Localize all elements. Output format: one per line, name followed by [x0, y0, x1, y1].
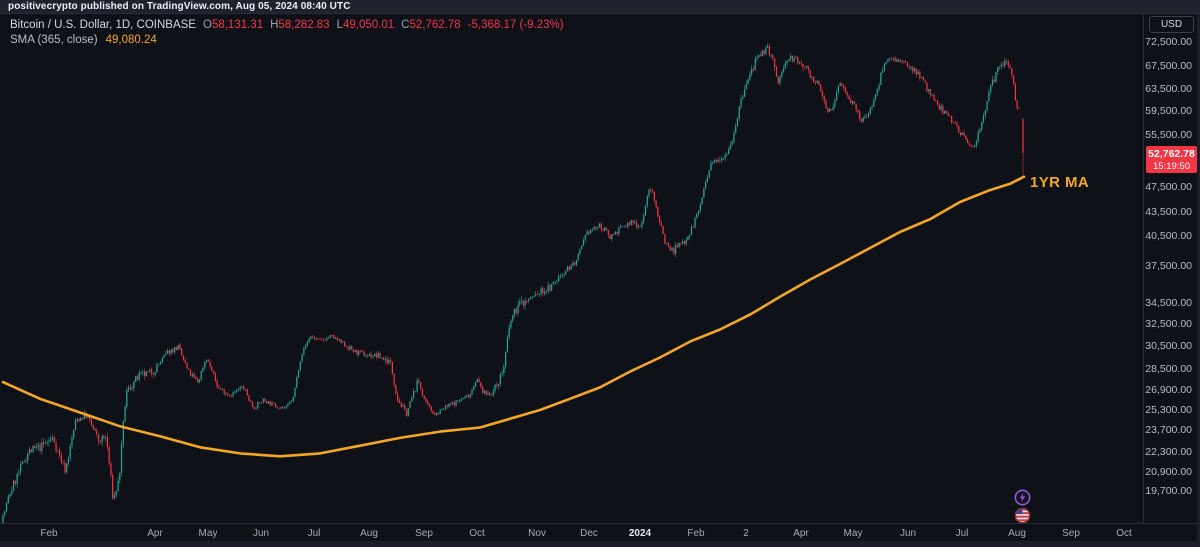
time-axis-label: Oct — [469, 528, 485, 539]
time-axis-label: Apr — [793, 528, 809, 539]
price-axis-label: 22,300.00 — [1145, 446, 1192, 458]
price-axis-label: 40,500.00 — [1145, 230, 1192, 242]
bar-countdown-timer: 15:19:50 — [1153, 161, 1190, 172]
time-axis-label: Aug — [360, 528, 378, 539]
time-axis-label: Dec — [580, 528, 598, 539]
price-axis-label: 30,500.00 — [1145, 340, 1192, 352]
time-axis-label: 2024 — [628, 528, 652, 539]
time-axis-label: Aug — [1008, 528, 1026, 539]
attribution-bar: positivecrypto published on TradingView.… — [0, 0, 1200, 14]
price-axis-label: 63,500.00 — [1145, 83, 1192, 95]
time-axis-label: Sep — [1062, 528, 1080, 539]
price-axis-label: 19,700.00 — [1145, 485, 1192, 497]
time-axis-label: Apr — [147, 528, 163, 539]
time-axis-label: Jul — [955, 528, 969, 539]
time-axis-label: 2 — [743, 528, 749, 539]
indicator-value: 49,080.24 — [105, 34, 157, 46]
ma-annotation-label: 1YR MA — [1030, 174, 1090, 191]
price-axis-label: 34,500.00 — [1145, 297, 1192, 309]
price-axis-label: 55,500.00 — [1145, 129, 1192, 141]
time-axis-label: Sep — [415, 528, 433, 539]
price-axis-label: 43,500.00 — [1145, 206, 1192, 218]
time-axis-label: Feb — [687, 528, 705, 539]
price-axis-label: 72,500.00 — [1145, 36, 1192, 48]
time-axis-label: Oct — [1116, 528, 1132, 539]
time-axis[interactable]: Feb Apr May Jun Jul Aug Sep Oct Nov Dec 2024 Feb 2 Ap… — [0, 523, 1197, 541]
price-axis-label: 47,500.00 — [1145, 181, 1192, 193]
attribution-text: positivecrypto published on TradingView.… — [8, 1, 351, 12]
price-axis[interactable]: USD 72,500.00 67,500.00 63,500.00 59,500.00… — [1143, 14, 1198, 524]
sma-365-line — [1, 175, 1026, 458]
change-value: -5,368.17 (-9.23%) — [467, 19, 564, 31]
symbol-legend-row[interactable]: Bitcoin / U.S. Dollar, 1D, COINBASE O58,1… — [10, 18, 564, 33]
indicator-legend-row[interactable]: SMA (365, close) 49,080.24 — [10, 33, 564, 48]
time-axis-label: Jun — [899, 528, 917, 539]
ohlc-values: O58,131.31 H58,282.83 L49,050.01 C52,762.78 — [202, 19, 461, 31]
time-axis-label: Feb — [40, 528, 58, 539]
last-price-value: 52,762.78 — [1148, 148, 1195, 160]
price-axis-label: 67,500.00 — [1145, 60, 1192, 72]
time-axis-label: May — [843, 528, 863, 539]
price-axis-label: 32,500.00 — [1145, 318, 1192, 330]
lightning-event-icon[interactable] — [1014, 489, 1031, 506]
last-price-label: 52,762.78 15:19:50 — [1146, 146, 1197, 173]
price-axis-label: 28,500.00 — [1145, 363, 1192, 375]
currency-badge[interactable]: USD — [1149, 16, 1194, 33]
time-axis-label: Jun — [252, 528, 270, 539]
time-axis-label: Jul — [307, 528, 321, 539]
price-axis-label: 26,900.00 — [1145, 384, 1192, 396]
us-flag-event-icon[interactable] — [1014, 507, 1031, 524]
price-axis-label: 20,900.00 — [1145, 466, 1192, 478]
time-axis-label: May — [198, 528, 218, 539]
symbol-title[interactable]: Bitcoin / U.S. Dollar, 1D, COINBASE — [10, 19, 196, 31]
price-axis-label: 23,700.00 — [1145, 424, 1192, 436]
price-axis-label: 59,500.00 — [1145, 105, 1192, 117]
chart-panel: Bitcoin / U.S. Dollar, 1D, COINBASE O58,1… — [0, 14, 1198, 541]
price-axis-label: 25,300.00 — [1145, 404, 1192, 416]
time-axis-label: Nov — [528, 528, 546, 539]
chart-legend: Bitcoin / U.S. Dollar, 1D, COINBASE O58,1… — [10, 18, 564, 48]
candlestick-chart[interactable] — [0, 14, 1197, 540]
indicator-name: SMA (365, close) — [10, 34, 98, 46]
price-axis-label: 37,500.00 — [1145, 260, 1192, 272]
